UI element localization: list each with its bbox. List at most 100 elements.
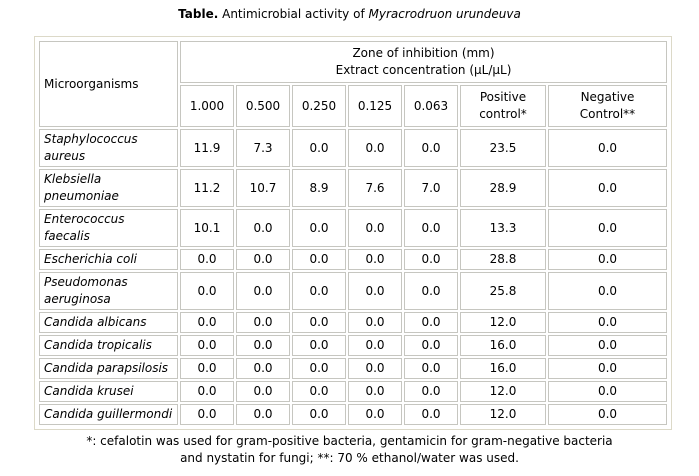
value-cell: 0.0	[348, 209, 402, 247]
value-cell: 0.0	[292, 335, 346, 356]
value-cell: 28.8	[460, 249, 546, 270]
header-positive-line: control*	[479, 107, 527, 121]
value-cell: 0.0	[292, 272, 346, 310]
organism-cell: Candida parapsilosis	[39, 358, 178, 379]
organism-cell: Enterococcus faecalis	[39, 209, 178, 247]
value-cell: 0.0	[548, 249, 667, 270]
header-subrow: 1.000 0.500 0.250 0.125 0.063 Positive co…	[39, 85, 667, 127]
value-cell: 0.0	[292, 358, 346, 379]
value-cell: 0.0	[404, 358, 458, 379]
table-row: Klebsiella pneumoniae 11.2 10.7 8.9 7.6 7.0 28…	[39, 169, 667, 207]
value-cell: 10.1	[180, 209, 234, 247]
value-cell: 0.0	[236, 381, 290, 402]
organism-cell: Candida krusei	[39, 381, 178, 402]
value-cell: 0.0	[548, 129, 667, 167]
table-caption: Table. Antimicrobial activity of Myracro…	[0, 7, 699, 21]
value-cell: 0.0	[348, 381, 402, 402]
value-cell: 0.0	[404, 272, 458, 310]
value-cell: 0.0	[236, 358, 290, 379]
value-cell: 0.0	[292, 404, 346, 425]
value-cell: 28.9	[460, 169, 546, 207]
footnote-line: *: cefalotin was used for gram-positive …	[86, 434, 613, 448]
value-cell: 13.3	[460, 209, 546, 247]
value-cell: 11.2	[180, 169, 234, 207]
table-frame: Microorganisms Zone of inhibition (mm) E…	[34, 36, 672, 430]
value-cell: 0.0	[292, 209, 346, 247]
table-row: Candida guillermondi 0.0 0.0 0.0 0.0 0.0 12.0 0…	[39, 404, 667, 425]
header-zone: Zone of inhibition (mm) Extract concentr…	[180, 41, 667, 83]
value-cell: 0.0	[548, 335, 667, 356]
value-cell: 0.0	[236, 209, 290, 247]
value-cell: 0.0	[348, 272, 402, 310]
header-row: Microorganisms Zone of inhibition (mm) E…	[39, 41, 667, 127]
caption-species: Myracrodruon urundeuva	[368, 7, 521, 21]
value-cell: 16.0	[460, 335, 546, 356]
table-row: Candida krusei 0.0 0.0 0.0 0.0 0.0 12.0 0.0	[39, 381, 667, 402]
header-extract-title: Extract concentration (µL/µL)	[335, 63, 512, 77]
value-cell: 0.0	[292, 129, 346, 167]
header-conc: 1.000	[180, 85, 234, 127]
value-cell: 0.0	[180, 358, 234, 379]
header-negative-control: Negative Control**	[548, 85, 667, 127]
value-cell: 0.0	[180, 381, 234, 402]
header-positive-line: Positive	[479, 90, 527, 104]
value-cell: 0.0	[292, 312, 346, 333]
value-cell: 8.9	[292, 169, 346, 207]
value-cell: 0.0	[180, 249, 234, 270]
value-cell: 11.9	[180, 129, 234, 167]
table-row: Candida tropicalis 0.0 0.0 0.0 0.0 0.0 16.0 0.0	[39, 335, 667, 356]
value-cell: 0.0	[548, 358, 667, 379]
value-cell: 0.0	[548, 312, 667, 333]
organism-cell: Candida albicans	[39, 312, 178, 333]
value-cell: 0.0	[292, 381, 346, 402]
value-cell: 12.0	[460, 312, 546, 333]
value-cell: 0.0	[404, 209, 458, 247]
caption-text: Antimicrobial activity of	[222, 7, 365, 21]
value-cell: 23.5	[460, 129, 546, 167]
header-positive-control: Positive control*	[460, 85, 546, 127]
value-cell: 7.0	[404, 169, 458, 207]
value-cell: 25.8	[460, 272, 546, 310]
table-row: Candida albicans 0.0 0.0 0.0 0.0 0.0 12.0 0.0	[39, 312, 667, 333]
organism-cell: Pseudomonas aeruginosa	[39, 272, 178, 310]
value-cell: 12.0	[460, 381, 546, 402]
table-row: Candida parapsilosis 0.0 0.0 0.0 0.0 0.0 16.0 0…	[39, 358, 667, 379]
organism-cell: Klebsiella pneumoniae	[39, 169, 178, 207]
value-cell: 0.0	[348, 335, 402, 356]
header-organism: Microorganisms	[39, 41, 178, 127]
value-cell: 0.0	[404, 129, 458, 167]
value-cell: 0.0	[548, 169, 667, 207]
organism-cell: Candida guillermondi	[39, 404, 178, 425]
value-cell: 0.0	[404, 249, 458, 270]
value-cell: 0.0	[180, 404, 234, 425]
header-conc: 0.125	[348, 85, 402, 127]
header-conc: 0.500	[236, 85, 290, 127]
value-cell: 0.0	[548, 381, 667, 402]
value-cell: 0.0	[236, 404, 290, 425]
table-row: Enterococcus faecalis 10.1 0.0 0.0 0.0 0.0 13.…	[39, 209, 667, 247]
value-cell: 0.0	[404, 381, 458, 402]
footnote-line: and nystatin for fungi; **: 70 % ethanol…	[180, 451, 519, 465]
organism-cell: Candida tropicalis	[39, 335, 178, 356]
header-conc: 0.063	[404, 85, 458, 127]
table-row: Pseudomonas aeruginosa 0.0 0.0 0.0 0.0 0.0 25.…	[39, 272, 667, 310]
caption-label: Table.	[178, 7, 219, 21]
footnote: *: cefalotin was used for gram-positive …	[0, 433, 699, 467]
value-cell: 16.0	[460, 358, 546, 379]
value-cell: 0.0	[348, 129, 402, 167]
value-cell: 0.0	[404, 404, 458, 425]
value-cell: 0.0	[548, 209, 667, 247]
value-cell: 0.0	[548, 404, 667, 425]
header-negative-line: Negative	[580, 90, 635, 104]
value-cell: 7.3	[236, 129, 290, 167]
value-cell: 0.0	[236, 335, 290, 356]
value-cell: 0.0	[348, 358, 402, 379]
value-cell: 0.0	[236, 249, 290, 270]
value-cell: 0.0	[348, 312, 402, 333]
value-cell: 0.0	[180, 335, 234, 356]
value-cell: 0.0	[236, 272, 290, 310]
table-row: Staphylococcus aureus 11.9 7.3 0.0 0.0 0.0 23.…	[39, 129, 667, 167]
organism-cell: Escherichia coli	[39, 249, 178, 270]
table-row: Escherichia coli 0.0 0.0 0.0 0.0 0.0 28.8 0.0	[39, 249, 667, 270]
antimicrobial-table: Microorganisms Zone of inhibition (mm) E…	[37, 39, 669, 427]
